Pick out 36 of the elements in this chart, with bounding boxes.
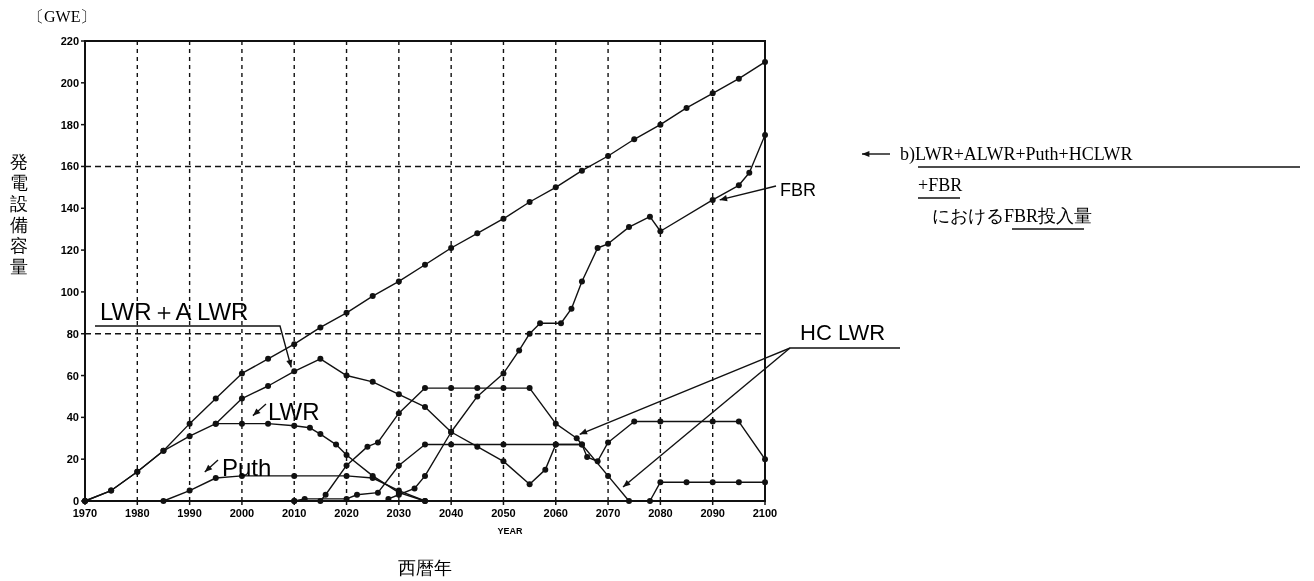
x-tick-label: 2090 — [700, 507, 725, 519]
y-tick-label: 60 — [66, 369, 79, 382]
y-tick-label: 160 — [60, 160, 79, 173]
y-tick-label: 180 — [60, 118, 79, 131]
y-tick-label: 80 — [66, 327, 79, 340]
x-tick-label: 2030 — [386, 507, 412, 519]
x-tick-label: 1980 — [125, 507, 150, 519]
x-tick-label: 2020 — [334, 507, 359, 519]
y-tick-label: 200 — [60, 76, 79, 89]
y-tick-label: 140 — [60, 202, 79, 215]
x-axis-title: YEAR — [497, 526, 523, 536]
y-tick-label: 40 — [66, 411, 79, 424]
x-tick-label: 2050 — [491, 507, 516, 519]
annotation: FBR — [780, 180, 816, 200]
annotation: LWR＋A LWR — [100, 298, 249, 325]
x-tick-label: 2060 — [543, 507, 569, 519]
y-tick-label: 100 — [60, 285, 79, 298]
x-tick-label: 1990 — [177, 507, 202, 519]
annotation: HC LWR — [800, 320, 886, 345]
annotation: Puth — [222, 454, 272, 481]
text: b)LWR+ALWR+Puth+HCLWR +FBR におけるFBR投入量 — [900, 144, 1133, 226]
x-tick-label: 2080 — [648, 507, 673, 519]
annotation: LWR — [268, 398, 320, 425]
text: 西暦年 — [398, 558, 452, 578]
y-tick-label: 20 — [66, 453, 79, 466]
y-tick-label: 0 — [72, 495, 79, 507]
y-axis-title: 発電設備容量 — [10, 152, 28, 277]
x-tick-label: 2070 — [595, 507, 621, 519]
x-tick-label: 2100 — [752, 507, 778, 519]
x-tick-label: 2040 — [438, 507, 464, 519]
y-tick-label: 220 — [60, 35, 79, 47]
x-tick-label: 2010 — [281, 507, 307, 519]
x-tick-label: 2000 — [229, 507, 255, 519]
y-tick-label: 120 — [60, 244, 79, 257]
text: 〔GWE〕 — [28, 8, 97, 25]
x-tick-label: 1970 — [72, 507, 98, 519]
